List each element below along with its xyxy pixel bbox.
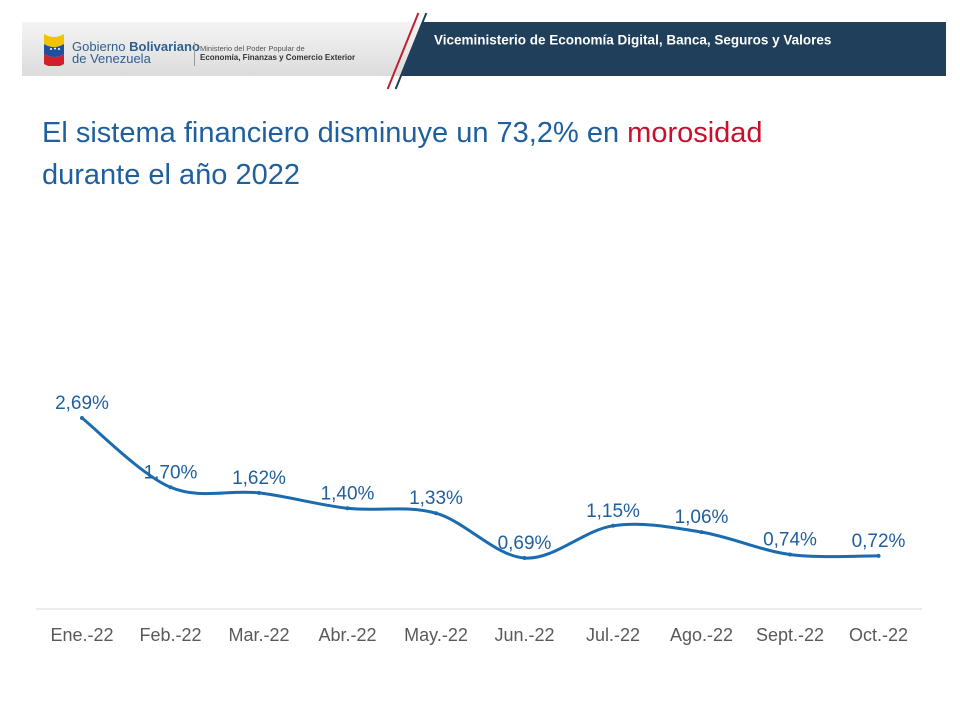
gov-name-bold: Bolivariano — [129, 39, 200, 54]
series-line — [80, 416, 880, 560]
data-label: 0,72% — [852, 531, 906, 552]
x-tick-label: Jul.-22 — [586, 625, 640, 645]
gov-name-line2: de Venezuela — [72, 51, 151, 66]
gov-name-prefix: Gobierno — [72, 39, 126, 54]
data-point-8 — [788, 552, 792, 557]
data-label: 1,62% — [232, 468, 286, 489]
x-tick-label: May.-22 — [404, 625, 468, 645]
x-tick-label: Mar.-22 — [228, 625, 289, 645]
title-line2: durante el año 2022 — [42, 159, 300, 191]
data-label: 1,40% — [321, 483, 375, 504]
ministry-line2: Economía, Finanzas y Comercio Exterior — [200, 53, 356, 62]
title-part1: El sistema financiero disminuye un — [42, 117, 497, 149]
data-point-9 — [876, 553, 881, 558]
title-highlight-value: 73,2% — [496, 117, 579, 149]
data-point-7 — [699, 530, 704, 535]
data-point-5 — [522, 556, 527, 560]
government-logo-text: Gobierno Bolivariano de Venezuela — [72, 39, 200, 66]
data-label: 1,15% — [586, 501, 640, 522]
data-point-2 — [257, 490, 261, 495]
title-highlight-word: morosidad — [627, 117, 763, 149]
data-point-6 — [611, 523, 615, 528]
data-label: 1,06% — [675, 507, 729, 528]
data-label: 0,69% — [498, 533, 552, 554]
title-part2: en — [578, 117, 628, 149]
x-tick-label: Abr.-22 — [318, 625, 376, 645]
header-banner — [22, 22, 946, 76]
x-tick-label: Jun.-22 — [494, 625, 554, 645]
header-logo-area — [22, 22, 422, 76]
x-tick-label: Oct.-22 — [849, 625, 908, 645]
x-tick-label: Sept.-22 — [756, 625, 824, 645]
x-tick-label: Feb.-22 — [139, 625, 201, 645]
logo-divider — [194, 42, 195, 66]
data-label: 0,74% — [763, 530, 817, 551]
header-title-area — [400, 22, 946, 76]
x-tick-label: Ene.-22 — [50, 625, 113, 645]
ministry-name: Ministerio del Poder Popular de Economía… — [200, 44, 355, 63]
data-point-1 — [168, 485, 173, 490]
x-tick-label: Ago.-22 — [670, 625, 733, 645]
data-point-0 — [80, 416, 84, 420]
page-title: El sistema financiero disminuye un 73,2%… — [42, 112, 922, 196]
banner-title: Viceministerio de Economía Digital, Banc… — [434, 32, 832, 48]
ministry-line1: Ministerio del Poder Popular de — [200, 44, 305, 53]
data-label: 1,70% — [144, 462, 198, 483]
venezuela-flag-icon — [44, 34, 64, 66]
data-point-3 — [345, 506, 350, 511]
data-point-4 — [434, 511, 438, 516]
data-label: 1,33% — [409, 488, 463, 509]
data-label: 2,69% — [55, 393, 109, 414]
